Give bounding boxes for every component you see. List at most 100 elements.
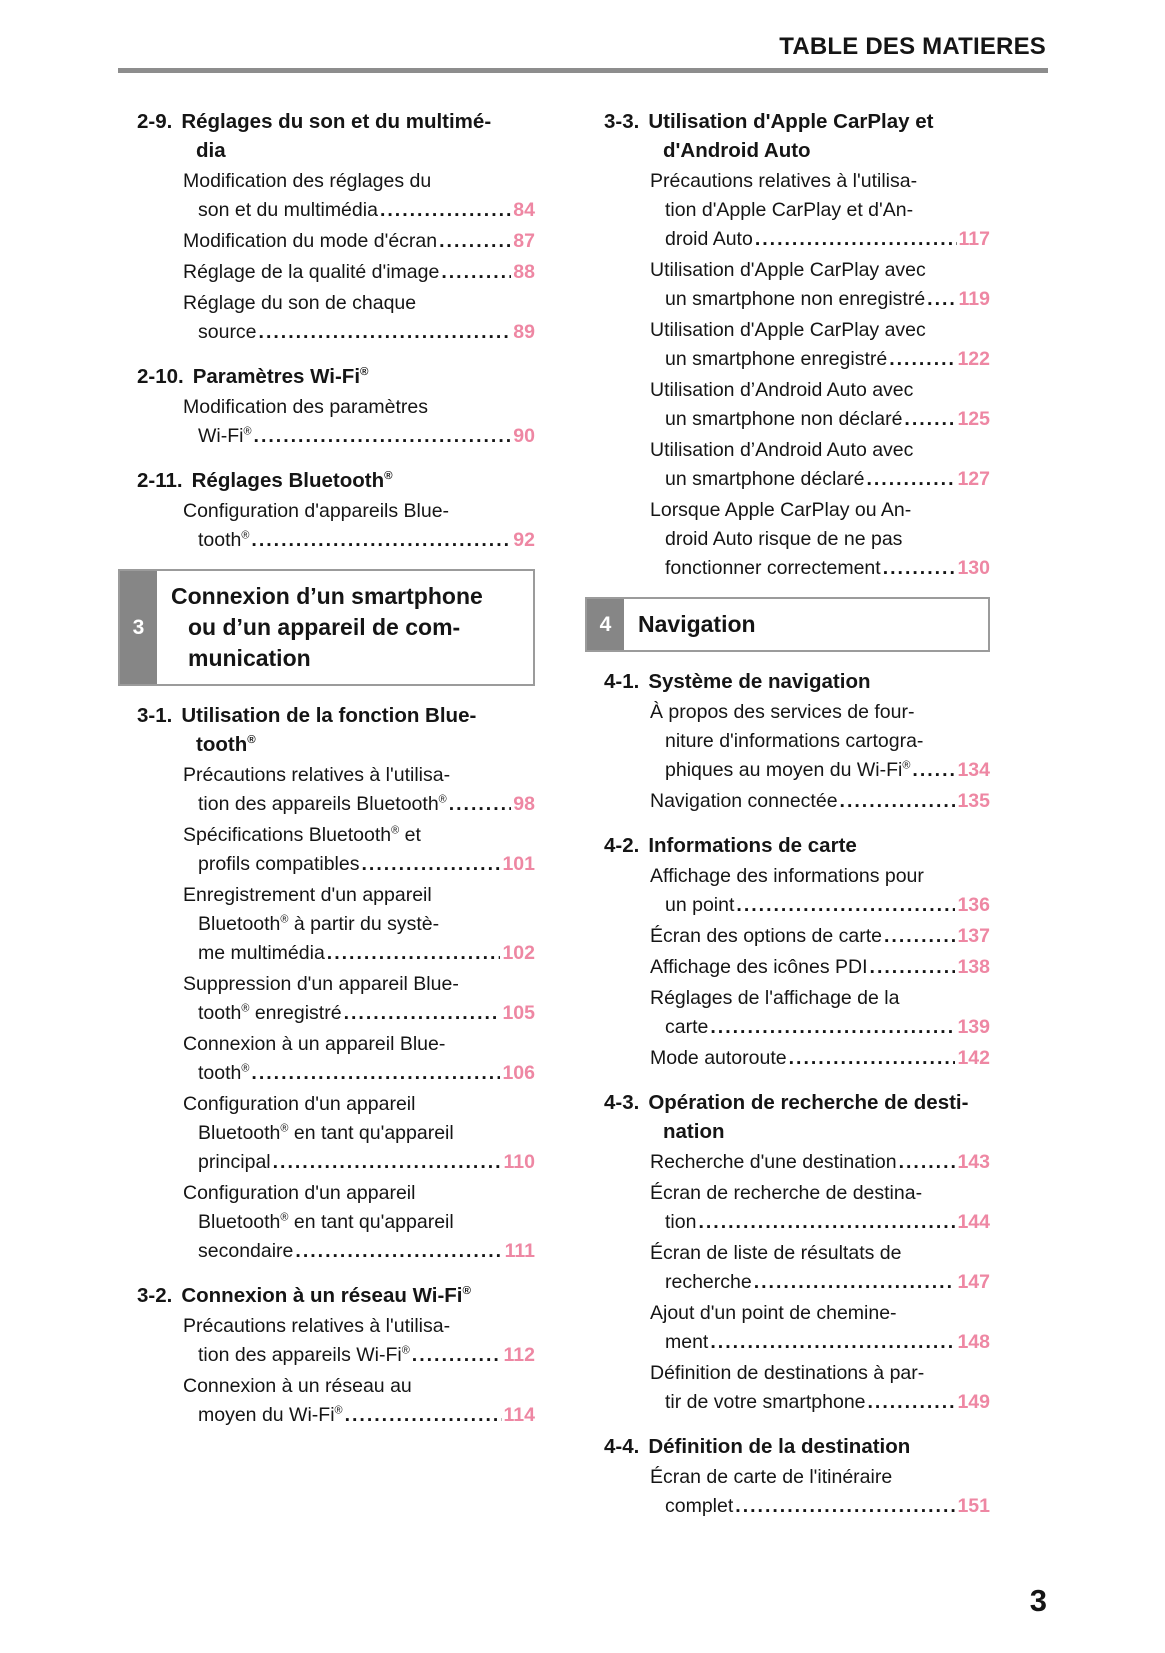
toc-entry-leader-line: Écran des options de carte..............…	[585, 922, 990, 951]
toc-entry-text: principal	[198, 1151, 271, 1173]
leader-dots: ........................................…	[343, 1002, 501, 1024]
section-title-line: 3-1. Utilisation de la fonction Blue-	[137, 704, 477, 727]
page-ref: 136	[957, 894, 990, 916]
toc-entry-text: tooth®	[198, 529, 250, 551]
toc-entry: Recherche d'une destination.............…	[585, 1148, 990, 1177]
toc-section-heading: 3-2. Connexion à un réseau Wi-Fi®	[118, 1281, 535, 1310]
toc-entry-text: me multimédia	[198, 942, 325, 964]
toc-entry-line: Configuration d'un appareil	[183, 1182, 416, 1204]
toc-entry-text: un smartphone non déclaré	[665, 408, 903, 430]
toc-entry-leader-line: tooth®..................................…	[118, 1059, 535, 1088]
registered-trademark-symbol: ®	[438, 793, 447, 806]
page-ref: 139	[957, 1016, 990, 1038]
toc-entry: Modification du mode d'écran............…	[118, 227, 535, 256]
toc-entry-leader-line: source..................................…	[118, 318, 535, 347]
leader-dots: ........................................…	[710, 1016, 956, 1038]
section-title-line: dia	[196, 139, 226, 162]
registered-trademark-symbol: ®	[391, 824, 400, 837]
toc-entry-line: Ajout d'un point de chemine-	[650, 1302, 897, 1324]
section-title-line: 2-11. Réglages Bluetooth®	[137, 469, 393, 492]
toc-entry-leader-line: tooth® enregistré.......................…	[118, 999, 535, 1028]
toc-entry: Enregistrement d'un appareil Bluetooth® à…	[118, 881, 535, 968]
leader-dots: ........................................…	[326, 942, 501, 964]
toc-entry-line: Précautions relatives à l'utilisa-	[650, 170, 918, 192]
toc-entry-text: phiques au moyen du Wi-Fi®	[665, 759, 911, 781]
section-number: 3-1.	[137, 704, 173, 727]
toc-entry-line: Écran de liste de résultats de	[650, 1242, 902, 1264]
toc-entry: Modification des réglages du son et du mu…	[118, 167, 535, 225]
page-ref: 122	[957, 348, 990, 370]
toc-entry-text: moyen du Wi-Fi®	[198, 1404, 343, 1426]
page-ref: 151	[957, 1495, 990, 1517]
toc-column-left: 2-9. Réglages du son et du multimé-dia Mod…	[118, 92, 535, 1523]
toc-entry: Réglage de la qualité d'image...........…	[118, 258, 535, 287]
toc-entry: Utilisation d'Apple CarPlay avec un smart…	[585, 256, 990, 314]
chapter-title-line: Connexion d’un smartphone	[171, 583, 483, 609]
toc-section-heading: 4-3. Opération de recherche de desti-nati…	[585, 1088, 990, 1146]
registered-trademark-symbol: ®	[280, 913, 289, 926]
section-number: 3-3.	[604, 110, 640, 133]
toc-entry-text: Écran des options de carte	[650, 925, 882, 947]
leader-dots: ........................................…	[411, 1344, 502, 1366]
toc-entry-leader-line: un smartphone non enregistré............…	[585, 285, 990, 314]
toc-entry: Précautions relatives à l'utilisa-tion d…	[118, 761, 535, 819]
leader-dots: ........................................…	[927, 288, 957, 310]
page-ref: 101	[502, 853, 535, 875]
page-ref: 92	[513, 529, 535, 551]
leader-dots: ........................................…	[361, 853, 500, 875]
section-title-line: 4-2. Informations de carte	[604, 834, 857, 857]
toc-entry-line: À propos des services de four-	[650, 701, 915, 723]
toc-entry-line: Réglages de l'affichage de la	[650, 987, 900, 1009]
page-ref: 84	[513, 199, 535, 221]
toc-entry-text: un smartphone déclaré	[665, 468, 865, 490]
page-ref: 125	[957, 408, 990, 430]
section-title-line: 3-2. Connexion à un réseau Wi-Fi®	[137, 1284, 471, 1307]
leader-dots: ........................................…	[710, 1331, 956, 1353]
toc-entry: Précautions relatives à l'utilisa-tion d…	[118, 1312, 535, 1370]
toc-entry-leader-line: ment....................................…	[585, 1328, 990, 1357]
toc-entry-leader-line: tion des appareils Bluetooth®...........…	[118, 790, 535, 819]
registered-trademark-symbol: ®	[241, 1002, 250, 1015]
leader-dots: ........................................…	[912, 759, 955, 781]
page-ref: 127	[957, 468, 990, 490]
registered-trademark-symbol: ®	[280, 1122, 289, 1135]
leader-dots: ........................................…	[272, 1151, 502, 1173]
section-title-line: 2-10. Paramètres Wi-Fi®	[137, 365, 369, 388]
page-ref: 102	[502, 942, 535, 964]
toc-entry-text: Réglage de la qualité d'image	[183, 261, 440, 283]
toc-entry-line: Utilisation d'Apple CarPlay avec	[650, 259, 926, 281]
toc-entry-line: Précautions relatives à l'utilisa-	[183, 1315, 451, 1337]
page-ref: 143	[957, 1151, 990, 1173]
toc-entry-line: Bluetooth® à partir du systè-	[198, 913, 440, 935]
leader-dots: ........................................…	[869, 956, 956, 978]
section-title-line: 4-1. Système de navigation	[604, 670, 871, 693]
page-ref: 105	[502, 1002, 535, 1024]
toc-entry: Lorsque Apple CarPlay ou An-droid Auto r…	[585, 496, 990, 583]
leader-dots: ........................................…	[867, 1391, 956, 1413]
toc-entry-line: Précautions relatives à l'utilisa-	[183, 764, 451, 786]
leader-dots: ........................................…	[698, 1211, 955, 1233]
toc-entry: Configuration d'un appareil Bluetooth® en…	[118, 1090, 535, 1177]
toc-entry-leader-line: un point................................…	[585, 891, 990, 920]
chapter-title: Navigation	[624, 599, 760, 650]
toc-entry-leader-line: tooth®..................................…	[118, 526, 535, 555]
toc-entry-text: tion des appareils Bluetooth®	[198, 793, 447, 815]
toc-entry-leader-line: me multimédia...........................…	[118, 939, 535, 968]
toc-content: 2-9. Réglages du son et du multimé-dia Mod…	[118, 92, 990, 1523]
toc-entry-text: ment	[665, 1331, 709, 1353]
toc-entry-text: profils compatibles	[198, 853, 360, 875]
leader-dots: ........................................…	[448, 793, 512, 815]
page-ref: 112	[503, 1344, 535, 1366]
leader-dots: ........................................…	[898, 1151, 956, 1173]
page-ref: 114	[503, 1404, 535, 1426]
leader-dots: ........................................…	[251, 529, 512, 551]
page-ref: 130	[957, 557, 990, 579]
toc-entry-leader-line: Navigation connectée....................…	[585, 787, 990, 816]
chapter-title-line: munication	[188, 645, 311, 671]
page-ref: 88	[513, 261, 535, 283]
toc-entry-text: Wi-Fi®	[198, 425, 252, 447]
toc-entry-leader-line: recherche...............................…	[585, 1268, 990, 1297]
toc-entry: Connexion à un réseau au moyen du Wi-Fi®.…	[118, 1372, 535, 1430]
toc-entry: Affichage des icônes PDI................…	[585, 953, 990, 982]
toc-entry-text: Affichage des icônes PDI	[650, 956, 868, 978]
